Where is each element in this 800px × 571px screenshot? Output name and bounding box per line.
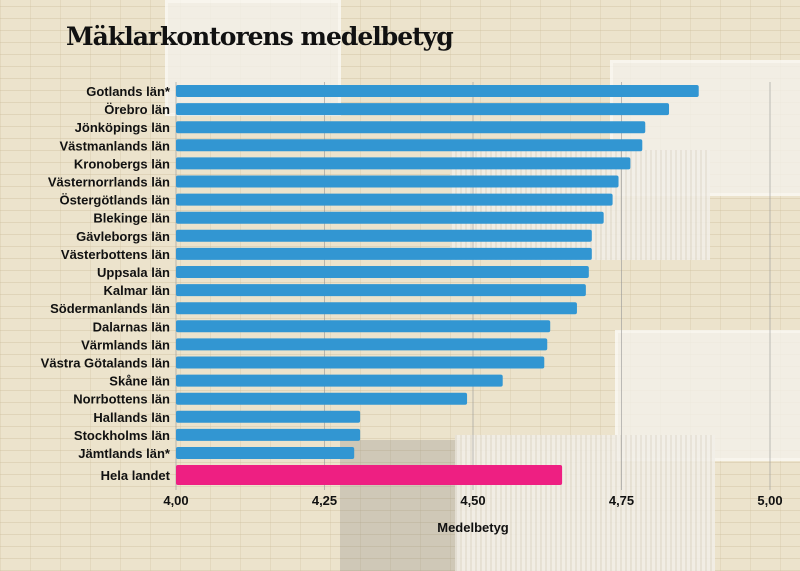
background-balcony — [455, 435, 715, 571]
bar — [176, 410, 361, 423]
bar — [176, 302, 577, 315]
category-label: Kronobergs län — [74, 156, 170, 171]
bar — [176, 428, 361, 441]
x-tick-label: 4,75 — [609, 493, 634, 508]
category-label: Jämtlands län* — [78, 446, 171, 461]
category-label: Västerbottens län — [61, 247, 170, 262]
bar-national — [176, 465, 563, 485]
bar — [176, 139, 643, 152]
bar — [176, 103, 670, 116]
bar — [176, 121, 646, 134]
category-label: Kalmar län — [104, 283, 171, 298]
category-label: Västra Götalands län — [41, 356, 170, 371]
category-label: Västmanlands län — [59, 138, 170, 153]
bar — [176, 392, 468, 405]
category-label: Stockholms län — [74, 428, 170, 443]
x-tick-label: 5,00 — [757, 493, 782, 508]
category-label: Östergötlands län — [59, 193, 170, 208]
category-label: Värmlands län — [81, 337, 170, 352]
x-axis-label: Medelbetyg — [437, 520, 509, 535]
bar — [176, 157, 631, 170]
category-label: Hela landet — [101, 468, 171, 483]
bar — [176, 338, 548, 351]
category-label: Jönköpings län — [75, 120, 170, 135]
category-label: Dalarnas län — [93, 319, 170, 334]
category-label: Gotlands län* — [86, 84, 171, 99]
bar — [176, 211, 604, 224]
category-label: Uppsala län — [97, 265, 170, 280]
category-label: Södermanlands län — [50, 301, 170, 316]
bar — [176, 193, 613, 206]
bar — [176, 356, 545, 369]
bar — [176, 374, 503, 387]
bar — [176, 320, 551, 333]
category-label: Skåne län — [109, 374, 170, 389]
bar — [176, 229, 592, 242]
category-label: Gävleborgs län — [76, 229, 170, 244]
chart-title: Mäklarkontorens medelbetyg — [66, 22, 454, 51]
x-tick-label: 4,50 — [460, 493, 485, 508]
x-tick-label: 4,00 — [163, 493, 188, 508]
bar — [176, 266, 589, 278]
category-label: Hallands län — [93, 410, 170, 425]
bar — [176, 85, 699, 97]
bar — [176, 247, 592, 260]
background-shadow — [340, 440, 460, 571]
category-label: Norrbottens län — [73, 392, 170, 407]
bar — [176, 284, 586, 297]
bar — [176, 447, 355, 459]
category-label: Örebro län — [104, 102, 170, 117]
category-label: Västernorrlands län — [48, 175, 170, 190]
bar — [176, 175, 619, 188]
x-tick-label: 4,25 — [312, 493, 337, 508]
category-label: Blekinge län — [93, 211, 170, 226]
